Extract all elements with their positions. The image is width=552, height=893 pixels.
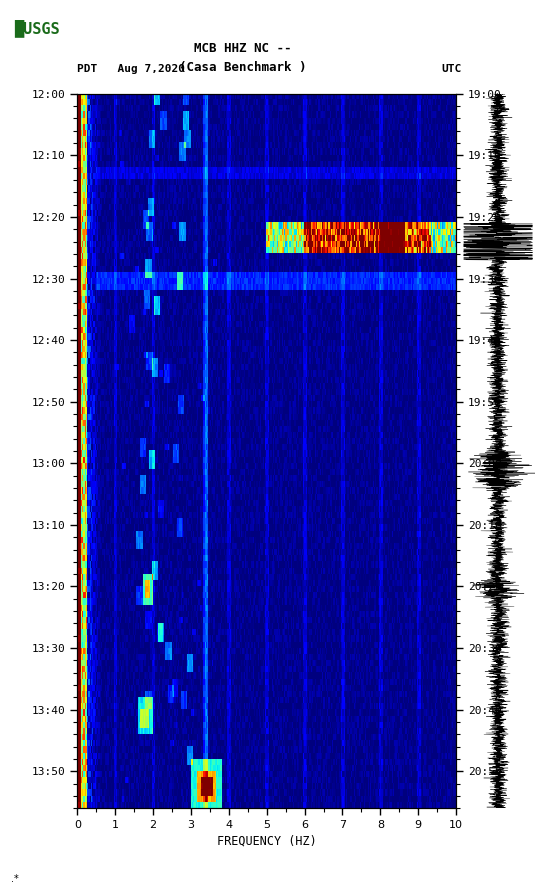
Text: █USGS: █USGS <box>14 20 60 38</box>
Text: .*: .* <box>11 874 19 884</box>
Text: UTC: UTC <box>442 64 462 74</box>
Text: (Casa Benchmark ): (Casa Benchmark ) <box>179 61 306 74</box>
Text: PDT   Aug 7,2020: PDT Aug 7,2020 <box>77 64 185 74</box>
Text: MCB HHZ NC --: MCB HHZ NC -- <box>194 42 291 55</box>
X-axis label: FREQUENCY (HZ): FREQUENCY (HZ) <box>217 834 317 847</box>
